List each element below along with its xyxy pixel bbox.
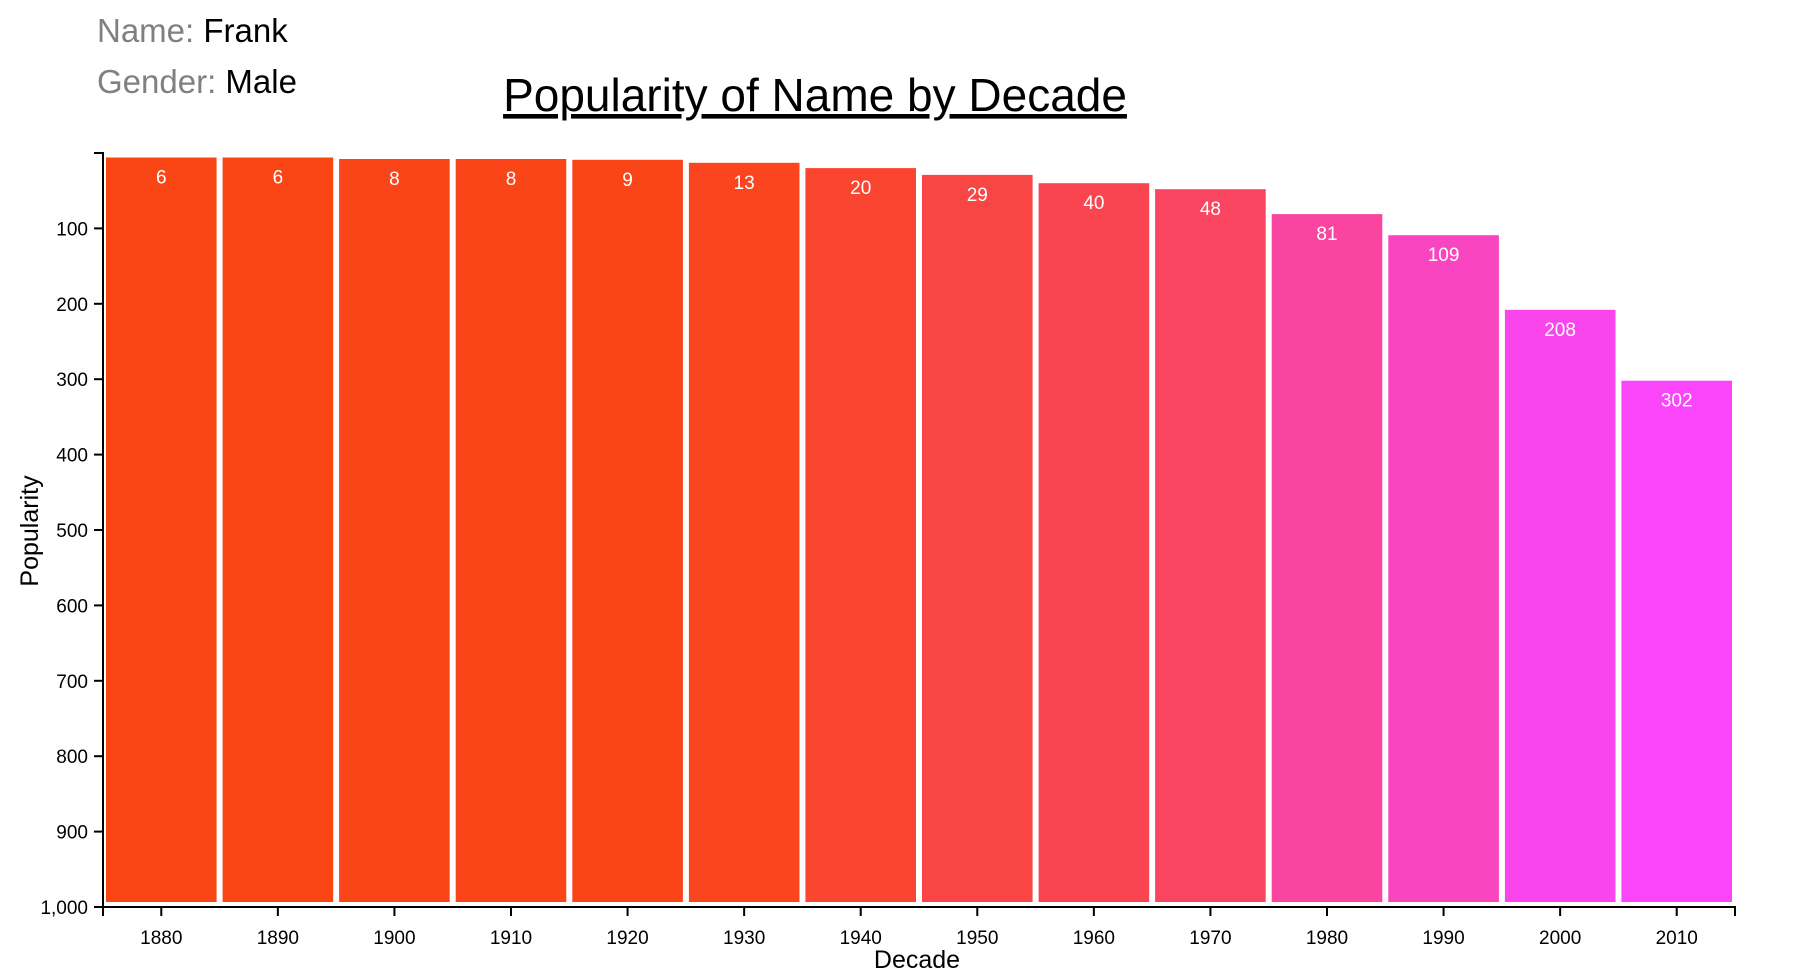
- bar-1990: [1388, 235, 1499, 902]
- bar-value-label: 29: [967, 185, 988, 206]
- x-axis-label: Decade: [874, 946, 960, 974]
- x-tick-label: 2000: [1539, 928, 1581, 949]
- x-tick-label: 1890: [257, 928, 299, 949]
- x-tick-label: 1960: [1073, 928, 1115, 949]
- y-tick-label: 200: [56, 295, 88, 316]
- x-tick-label: 1970: [1189, 928, 1231, 949]
- x-axis-line: [102, 906, 1736, 916]
- x-tick-label: 1940: [840, 928, 882, 949]
- y-tick-label: 600: [56, 596, 88, 617]
- bar-1970: [1155, 189, 1266, 902]
- bar-value-label: 13: [734, 173, 755, 194]
- bar-1930: [688, 162, 800, 903]
- x-tick-label: 1910: [490, 928, 532, 949]
- bar-value-label: 9: [622, 170, 633, 191]
- bar-value-label: 109: [1428, 245, 1460, 266]
- y-tick-label: 100: [56, 219, 88, 240]
- bar-value-label: 48: [1200, 199, 1221, 220]
- bar-1890: [222, 157, 334, 902]
- y-tick-label: 500: [56, 521, 88, 542]
- bar-1920: [572, 159, 683, 903]
- x-tick-label: 1920: [606, 928, 648, 949]
- x-tick-label: 1900: [373, 928, 415, 949]
- x-tick-label: 1950: [956, 928, 998, 949]
- chart-title: Popularity of Name by Decade: [503, 69, 1127, 121]
- gender-value: Male: [225, 63, 297, 100]
- bar-value-label: 6: [156, 168, 167, 189]
- bar-1900: [339, 159, 450, 902]
- y-tick-label: 800: [56, 747, 88, 768]
- x-tick-label: 1980: [1306, 928, 1348, 949]
- gender-label: Gender:: [97, 63, 217, 100]
- bar-1980: [1271, 214, 1383, 903]
- bar-value-label: 6: [273, 168, 284, 189]
- y-tick-label: 1,000: [40, 898, 88, 919]
- y-axis: 100 200 300 400 500 600 700 800 900 1,000: [40, 152, 104, 919]
- bar-1960: [1038, 183, 1150, 902]
- y-tick-label: 400: [56, 446, 88, 467]
- bar-value-label: 81: [1316, 224, 1337, 245]
- gender-info: Gender: Male: [97, 65, 297, 98]
- name-label: Name:: [97, 12, 195, 49]
- y-axis-label: Popularity: [16, 475, 44, 587]
- y-tick-label: 900: [56, 823, 88, 844]
- bar-2000: [1504, 309, 1616, 902]
- x-tick-label: 1880: [140, 928, 182, 949]
- bar-value-label: 8: [389, 169, 400, 190]
- y-tick-label: 300: [56, 370, 88, 391]
- bar-value-label: 8: [506, 169, 517, 190]
- bar-value-label: 302: [1661, 391, 1693, 412]
- bars-group: 6 6 8 8 9 13 20 29 40 48 81 109 208 302: [106, 157, 1732, 903]
- name-info: Name: Frank: [97, 14, 288, 47]
- bar-value-label: 20: [850, 178, 871, 199]
- y-tick-label: 700: [56, 672, 88, 693]
- x-tick-label: 1930: [723, 928, 765, 949]
- bar-1950: [922, 174, 1033, 902]
- x-tick-label: 2010: [1656, 928, 1698, 949]
- name-value: Frank: [203, 12, 288, 49]
- bar-1940: [805, 168, 916, 903]
- bar-2010: [1621, 380, 1732, 902]
- bar-1880: [106, 157, 217, 902]
- bar-value-label: 208: [1544, 320, 1576, 341]
- bar-value-label: 40: [1083, 193, 1104, 214]
- x-axis: 1880 1890 1900 1910 1920 1930 1940 1950 1960 1970…: [102, 906, 1736, 949]
- bar-1910: [455, 159, 567, 902]
- x-tick-label: 1990: [1422, 928, 1464, 949]
